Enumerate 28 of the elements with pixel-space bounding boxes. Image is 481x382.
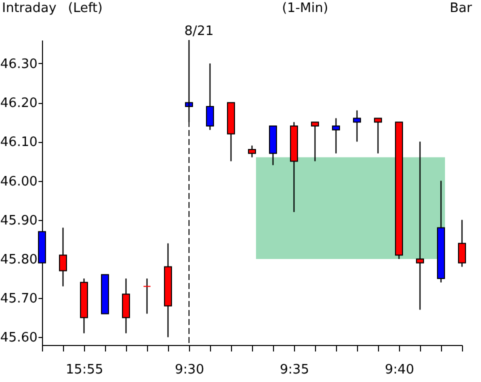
candlestick <box>458 219 466 268</box>
candlestick <box>59 227 67 287</box>
candlestick <box>311 122 319 162</box>
candlestick <box>143 278 151 314</box>
chart-title: (1-Min) <box>282 1 328 16</box>
y-tick-label: 46.00 <box>0 174 38 190</box>
y-tick-label: 45.80 <box>0 252 38 268</box>
x-tick-label: 15:55 <box>66 362 104 378</box>
y-tick-label: 45.70 <box>0 292 38 307</box>
text: Bar <box>450 1 473 16</box>
text: Intraday <box>2 1 57 16</box>
y-tick-label: 46.10 <box>0 135 38 150</box>
candlestick <box>332 118 340 154</box>
ref-line-label: 8/21 <box>184 24 214 39</box>
y-tick-label: 45.60 <box>0 330 38 346</box>
y-tick-label: 45.90 <box>0 213 38 228</box>
candlestick <box>353 110 361 142</box>
candlestick <box>374 118 382 154</box>
candlestick <box>416 141 424 310</box>
text: (Left) <box>68 1 103 16</box>
y-tick-label: 46.30 <box>0 56 38 72</box>
x-tick-label: 9:35 <box>280 362 310 378</box>
y-tick-label: 46.20 <box>0 96 38 112</box>
candlestick <box>248 144 256 158</box>
x-tick-label: 9:40 <box>384 362 414 378</box>
candlestick <box>122 278 130 334</box>
x-tick-label: 9:30 <box>174 362 204 378</box>
candlestick <box>206 62 214 131</box>
